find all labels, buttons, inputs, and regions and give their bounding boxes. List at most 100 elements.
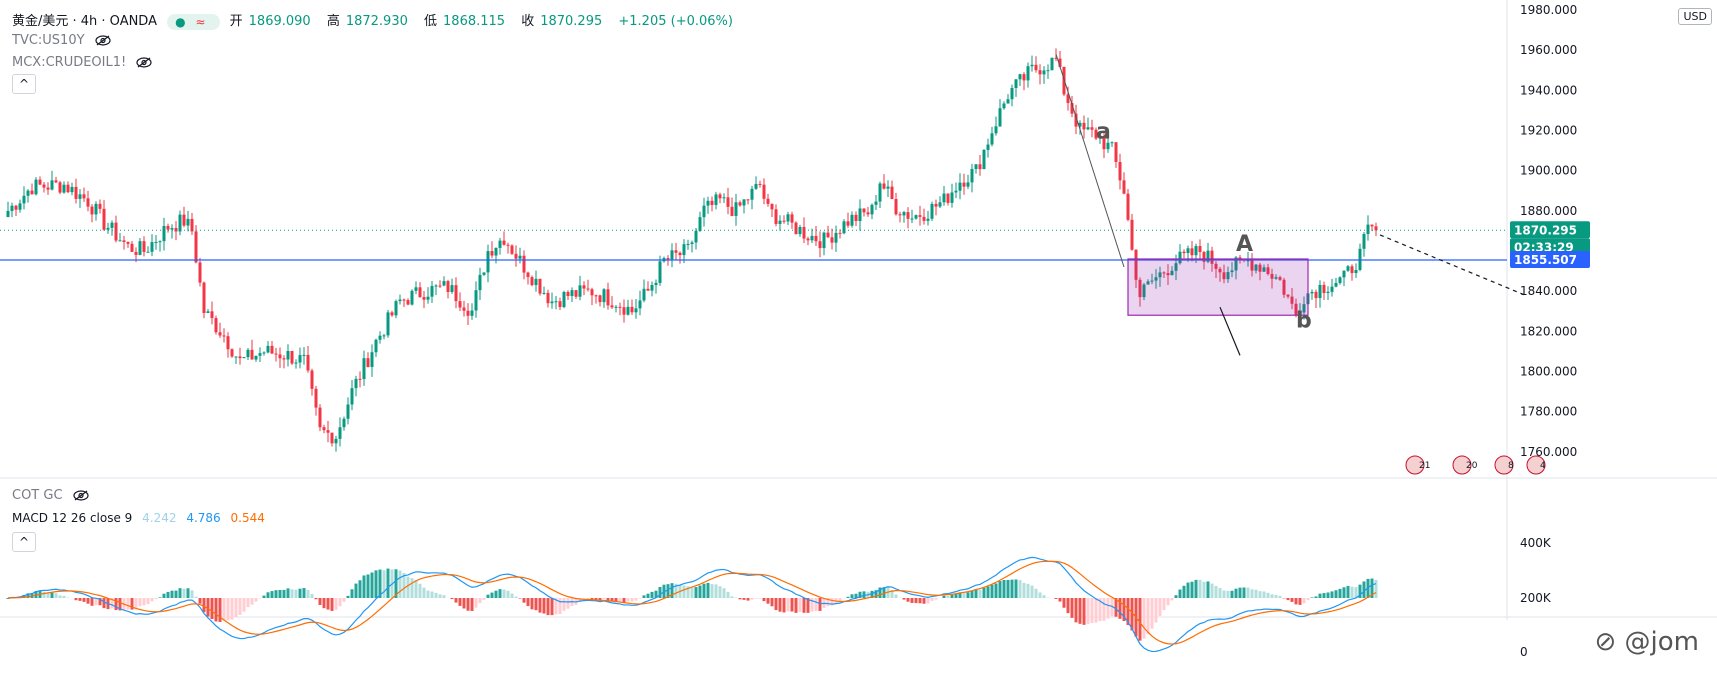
candle <box>46 182 50 195</box>
candle <box>42 182 46 193</box>
hidden-eye-icon[interactable] <box>136 57 152 68</box>
candle <box>914 214 918 220</box>
candle <box>110 220 114 236</box>
candle <box>426 287 430 304</box>
candle <box>298 347 302 369</box>
macd-legend[interactable]: MACD 12 26 close 9 4.242 4.786 0.544 <box>12 511 271 525</box>
candle-body <box>326 430 330 433</box>
macd-histogram-bar <box>318 598 322 605</box>
macd-histogram-bar <box>946 595 950 598</box>
candle <box>806 236 810 246</box>
macd-histogram-bar <box>890 589 894 598</box>
candle-body <box>634 308 638 313</box>
candle-body <box>1154 277 1158 281</box>
candle <box>1034 56 1038 73</box>
candle <box>858 199 862 231</box>
candle <box>1026 62 1030 88</box>
candle <box>142 236 146 257</box>
candle <box>1094 127 1098 141</box>
grid <box>0 0 1717 620</box>
candle-body <box>1170 270 1174 276</box>
event-count: 21 <box>1419 461 1430 471</box>
trend-arrow-a <box>1055 54 1125 268</box>
collapse-legend-button[interactable]: ^ <box>12 74 36 94</box>
macd-histogram-bar <box>366 574 370 598</box>
candle-body <box>1362 233 1366 249</box>
candle-body <box>186 218 190 226</box>
candle-body <box>770 203 774 210</box>
macd-histogram-bar <box>1286 598 1290 601</box>
macd-histogram-bar <box>1110 598 1114 617</box>
macd-histogram-bar <box>942 595 946 598</box>
candle-body <box>846 221 850 226</box>
macd-histogram-bar <box>974 589 978 598</box>
macd-histogram-bar <box>1306 598 1310 601</box>
macd-histogram-bar <box>1206 581 1210 598</box>
hidden-eye-icon[interactable] <box>72 490 89 501</box>
candle <box>286 344 290 367</box>
candle <box>282 355 286 369</box>
candle-body <box>1122 180 1126 194</box>
price-tick-label: 1940.000 <box>1520 83 1577 97</box>
candle <box>158 240 162 252</box>
market-status-badge[interactable]: ● ≈ <box>167 13 220 30</box>
candle-body <box>1050 57 1054 71</box>
candle-body <box>554 301 558 303</box>
macd-histogram-bar <box>702 583 706 598</box>
candle <box>1198 239 1202 260</box>
macd-histogram-bar <box>1054 598 1058 600</box>
candle-body <box>582 285 586 289</box>
candle-body <box>1230 270 1234 273</box>
candle <box>1266 263 1270 276</box>
candle <box>1162 271 1166 278</box>
macd-histogram-bar <box>518 598 522 599</box>
overlay-crudeoil[interactable]: MCX:CRUDEOIL1! <box>12 55 152 70</box>
macd-histogram-bar <box>354 583 358 598</box>
candle <box>402 298 406 307</box>
candle <box>1214 261 1218 279</box>
macd-histogram-bar <box>50 592 54 598</box>
candle <box>138 237 142 256</box>
candle-body <box>1134 249 1138 280</box>
macd-histogram-bar <box>314 598 318 600</box>
candle-body <box>942 193 946 203</box>
symbol-title[interactable]: 黄金/美元 · 4h · OANDA <box>12 14 157 29</box>
macd-histogram-bar <box>970 590 974 598</box>
overlay-us10y[interactable]: TVC:US10Y <box>12 33 111 48</box>
currency-button[interactable]: USD <box>1678 8 1712 25</box>
candle-body <box>990 133 994 145</box>
cot-legend[interactable]: COT GC <box>12 488 89 503</box>
price-tick-label: 1900.000 <box>1520 164 1577 178</box>
candle <box>202 281 206 319</box>
candle <box>1322 281 1326 301</box>
candle <box>74 178 78 204</box>
candle <box>1138 277 1142 307</box>
macd-histogram-bar <box>142 598 146 606</box>
price-tick-label: 1800.000 <box>1520 364 1577 378</box>
candle <box>234 356 238 365</box>
candle <box>598 294 602 307</box>
candle-body <box>934 203 938 207</box>
candle <box>86 190 90 212</box>
candle <box>18 199 22 213</box>
economic-event-flag: 21 <box>1405 455 1430 475</box>
candle-body <box>1202 252 1206 262</box>
macd-histogram-bar <box>1158 598 1162 616</box>
macd-histogram-bar <box>186 588 190 598</box>
macd-histogram-bar <box>950 594 954 598</box>
candle <box>1314 289 1318 308</box>
candle <box>546 289 550 308</box>
collapse-indicator-button[interactable]: ^ <box>12 532 36 552</box>
candle <box>1098 131 1102 144</box>
hidden-eye-icon[interactable] <box>94 35 111 46</box>
wave-label-A-upper: A <box>1236 232 1253 257</box>
macd-histogram-bar <box>614 598 618 602</box>
macd-histogram-bar <box>150 598 154 602</box>
candle-body <box>438 285 442 287</box>
macd-histogram-bar <box>254 598 258 602</box>
high-label: 高 <box>326 14 340 29</box>
candle-body <box>106 227 110 230</box>
candle <box>1018 73 1022 87</box>
candle <box>462 300 466 317</box>
